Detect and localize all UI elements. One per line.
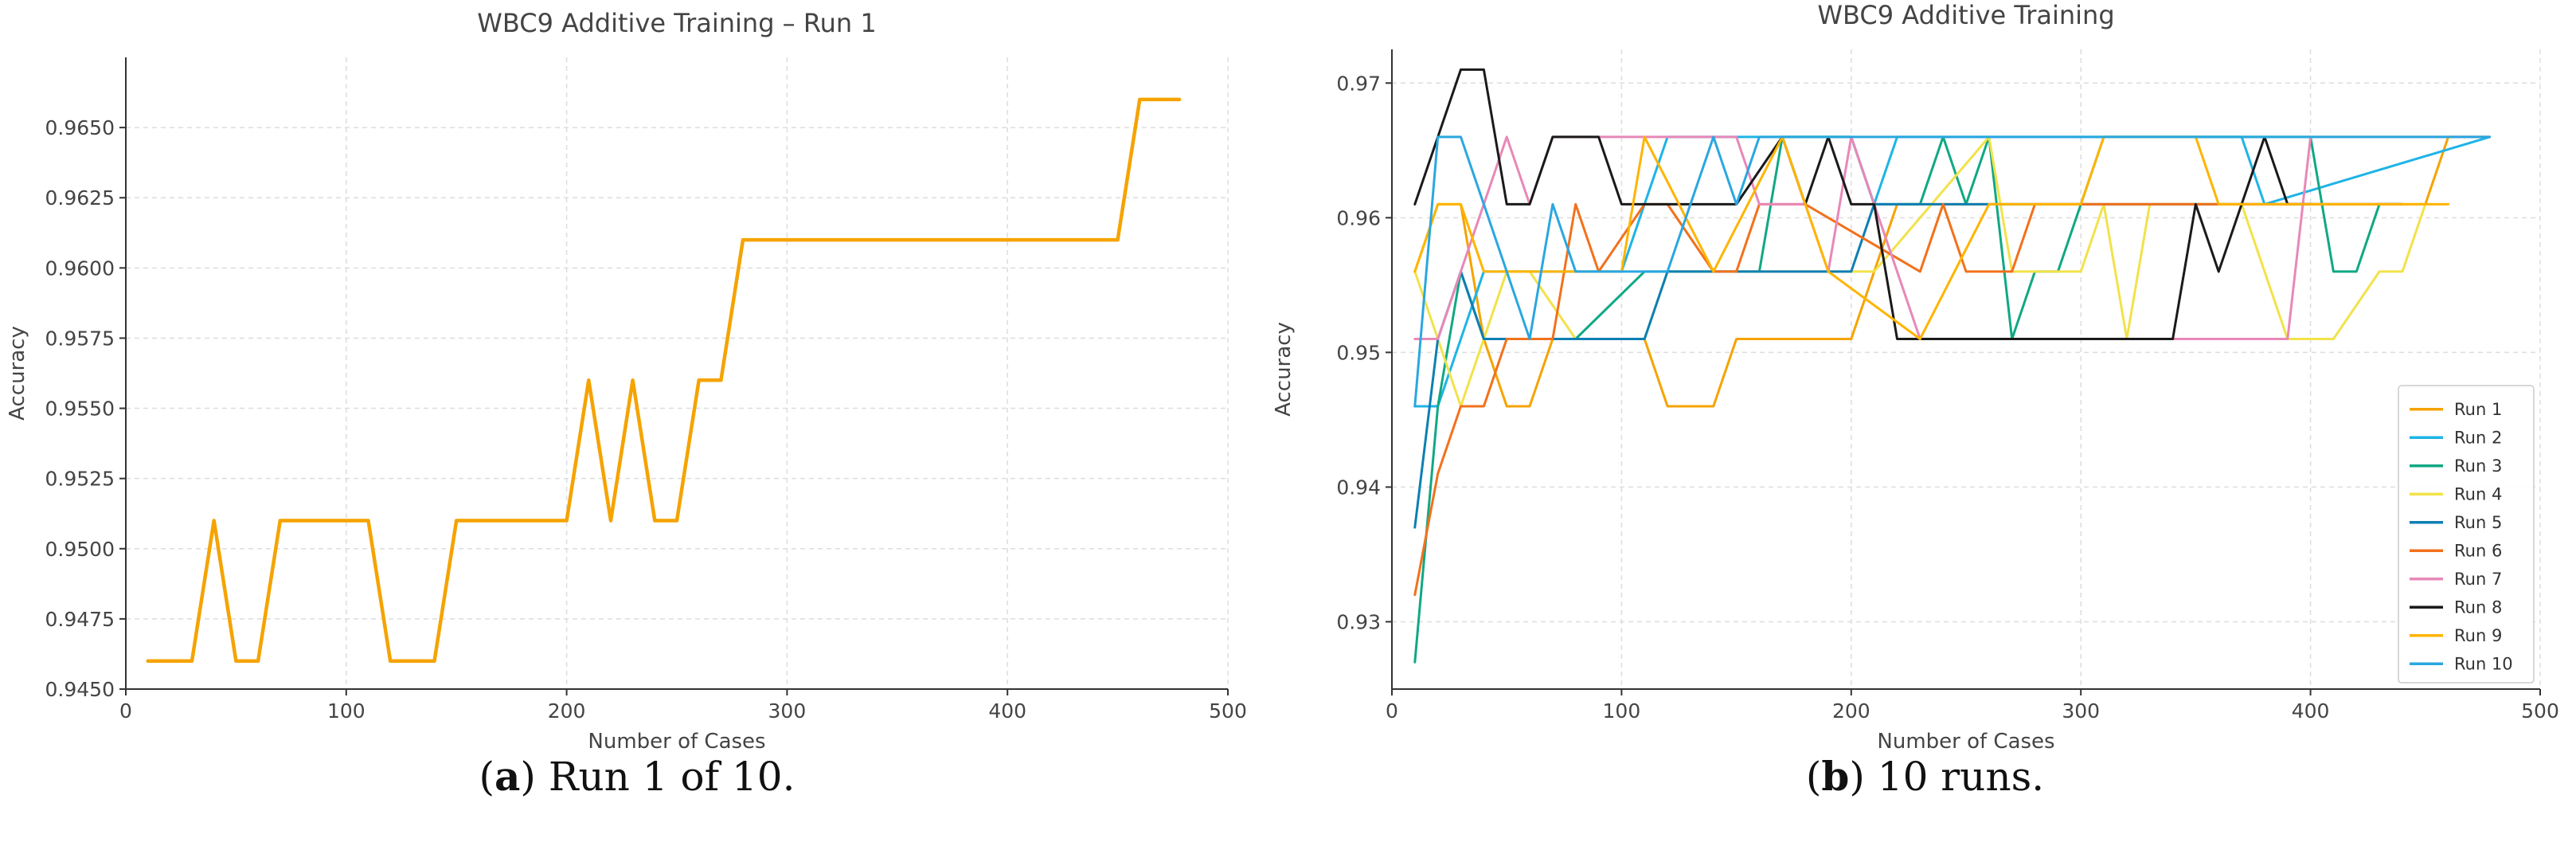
- panel-b: 0 100 200 300 400 500 0.93 0.94 0.95 0.96 0.97 WBC9…: [1274, 0, 2576, 850]
- chart-b-ytick-label-0: 0.93: [1336, 610, 1381, 633]
- panel-a: 0 100 200 300 400 500 0.9450 0.9475 0.9500 0.9525…: [0, 0, 1274, 850]
- chart-a-xtick-label-5: 500: [1209, 699, 1247, 723]
- chart-a-ytick-label-8: 0.9650: [45, 116, 115, 139]
- chart-b-legend-label-3: Run 3: [2454, 456, 2502, 476]
- caption-a: (a) Run 1 of 10.: [479, 753, 795, 800]
- caption-b: (b) 10 runs.: [1805, 753, 2045, 800]
- chart-a-xtick-label-0: 0: [119, 699, 132, 723]
- chart-b-legend-label-5: Run 5: [2454, 513, 2502, 532]
- chart-a-xlabel: Number of Cases: [588, 730, 765, 749]
- chart-b-xtick-label-1: 100: [1603, 699, 1641, 723]
- chart-b-legend-label-4: Run 4: [2454, 484, 2502, 503]
- chart-a-ytick-label-5: 0.9575: [45, 327, 115, 350]
- chart-b-ylabel: Accuracy: [1274, 322, 1296, 417]
- chart-a: 0 100 200 300 400 500 0.9450 0.9475 0.9500 0.9525…: [6, 8, 1247, 749]
- chart-a-xtick-label-1: 100: [327, 699, 365, 723]
- chart-b-legend-label-1: Run 1: [2454, 400, 2502, 419]
- chart-b-legend-label-2: Run 2: [2454, 428, 2502, 447]
- caption-b-text: 10 runs.: [1864, 754, 2045, 800]
- chart-a-xtick-label-3: 300: [768, 699, 807, 723]
- chart-b-title: WBC9 Additive Training: [1817, 0, 2114, 30]
- chart-b-xtick-label-3: 300: [2062, 699, 2100, 723]
- chart-b-xtick-label-5: 500: [2521, 699, 2559, 723]
- chart-a-ytick-label-3: 0.9525: [45, 468, 115, 491]
- chart-b-series-3-line: [1413, 135, 2404, 664]
- chart-b-series-5-line: [1413, 202, 2404, 529]
- chart-a-xtick-label-2: 200: [548, 699, 586, 723]
- chart-b-ytick-label-1: 0.94: [1336, 476, 1381, 499]
- chart-b-legend-label-10: Run 10: [2454, 654, 2513, 673]
- chart-a-title: WBC9 Additive Training – Run 1: [477, 8, 876, 38]
- chart-b-legend-label-6: Run 6: [2454, 541, 2502, 560]
- chart-b-ytick-label-3: 0.96: [1336, 206, 1381, 229]
- chart-b-xtick-label-2: 200: [1832, 699, 1870, 723]
- chart-a-ytick-label-7: 0.9625: [45, 186, 115, 210]
- chart-a-ytick-label-4: 0.9550: [45, 398, 115, 421]
- chart-a-ytick-label-1: 0.9475: [45, 608, 115, 631]
- chart-a-ytick-label-6: 0.9600: [45, 257, 115, 280]
- chart-a-series-1-line: [146, 97, 1182, 664]
- chart-b-xtick-label-4: 400: [2292, 699, 2330, 723]
- chart-a-ytick-label-2: 0.9500: [45, 538, 115, 561]
- chart-b-ytick-label-4: 0.97: [1336, 72, 1381, 95]
- chart-a-xtick-label-4: 400: [988, 699, 1026, 723]
- chart-b-legend-label-7: Run 7: [2454, 570, 2502, 589]
- chart-b-legend-label-9: Run 9: [2454, 626, 2502, 645]
- chart-b-series-9-line: [1413, 135, 2450, 340]
- caption-a-text: Run 1 of 10.: [535, 754, 795, 800]
- chart-b-series-6-line: [1413, 202, 2404, 597]
- chart-a-ytick-label-0: 0.9450: [45, 678, 115, 701]
- chart-b: 0 100 200 300 400 500 0.93 0.94 0.95 0.96 0.97 WBC9…: [1274, 0, 2559, 749]
- chart-a-ylabel: Accuracy: [6, 326, 29, 421]
- chart-b-legend-label-8: Run 8: [2454, 597, 2502, 617]
- chart-b-xlabel: Number of Cases: [1877, 730, 2054, 749]
- caption-b-letter: b: [1821, 753, 1850, 800]
- chart-b-series-10-line: [1413, 135, 2492, 408]
- chart-b-ytick-label-2: 0.95: [1336, 341, 1381, 364]
- chart-b-xtick-label-0: 0: [1386, 699, 1398, 723]
- caption-a-letter: a: [494, 753, 521, 800]
